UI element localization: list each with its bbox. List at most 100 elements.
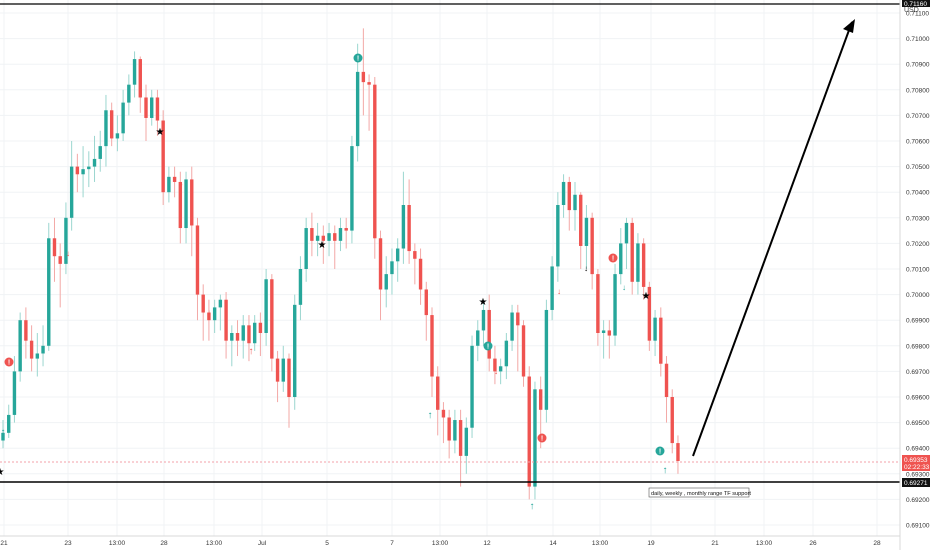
candle-body (596, 274, 600, 333)
candle-body (41, 345, 45, 354)
candle-body (12, 371, 17, 415)
candle-body (527, 376, 531, 487)
candle-body (441, 409, 446, 418)
candle-body (561, 181, 566, 205)
price-tick-label: 0.70200 (906, 241, 930, 248)
arrow-up-icon: ↑ (292, 365, 297, 376)
time-tick-label: 23 (64, 540, 72, 547)
price-tick-label: 0.70500 (906, 164, 930, 171)
candle-body (498, 366, 503, 372)
candle-body (676, 443, 680, 461)
time-tick-label: 28 (873, 540, 881, 547)
candle-body (155, 97, 160, 121)
top-price-tag-text: 0.71160 (904, 1, 927, 8)
candle-body (1, 432, 5, 441)
price-tags: 0.71160 0.69353 02:22:33 0.69271 (902, 0, 930, 487)
price-tick-label: 0.71100 (906, 11, 929, 18)
candle-body (104, 110, 108, 147)
price-tick-label: 0.70800 (906, 87, 930, 94)
svg-text:!: ! (541, 436, 543, 443)
price-tick-label: 0.70100 (906, 267, 930, 274)
candle-body (178, 181, 183, 229)
time-tick-label: Jul (258, 540, 267, 547)
time-tick-label: 21 (711, 540, 719, 547)
candle-body (521, 325, 526, 377)
price-tick-label: 0.70700 (906, 113, 930, 120)
candle-body (35, 353, 40, 359)
candle-body (624, 222, 629, 244)
svg-text:!: ! (8, 360, 10, 367)
candle-body (224, 299, 228, 341)
candle-body (47, 238, 51, 346)
alert-icon: ! (537, 433, 547, 443)
candle-body (7, 414, 11, 433)
candle-body (476, 330, 480, 346)
candle-body (161, 120, 165, 193)
candle-body (315, 235, 320, 241)
candle-body (293, 304, 297, 397)
svg-text:!: ! (659, 449, 661, 456)
price-tick-label: 0.69100 (906, 523, 930, 530)
candle-body (573, 194, 577, 211)
price-tick-label: 0.69400 (906, 446, 930, 453)
candle-body (567, 181, 571, 211)
candle-body (390, 261, 394, 275)
candle-body (401, 205, 406, 249)
current-price-tag-text: 0.69353 (904, 457, 928, 464)
candle-body (252, 322, 257, 344)
arrow-up-icon: ↑ (179, 181, 184, 192)
alert-icon: ! (483, 341, 493, 351)
arrow-down-icon: ↓ (207, 308, 211, 317)
price-tick-label: 0.70400 (906, 190, 930, 197)
candle-body (590, 217, 594, 275)
candle-body (298, 269, 303, 305)
candle-body (458, 420, 463, 456)
price-tick-label: 0.70600 (906, 139, 930, 146)
time-tick-label: 13:00 (592, 540, 609, 547)
support-note: daily, weekly , monthly range TF support (648, 487, 751, 498)
svg-text:!: ! (357, 56, 359, 63)
candle-body (304, 228, 308, 269)
candle-body (544, 309, 549, 410)
candle-body (464, 427, 469, 456)
candle-body (664, 363, 669, 397)
support-note-box (648, 487, 750, 498)
candle-body (127, 84, 131, 103)
star-icon: ★ (642, 291, 651, 302)
candle-body (373, 84, 377, 239)
currency-label: USD (904, 7, 919, 14)
candle-body (350, 146, 354, 231)
time-tick-label: 28 (160, 540, 168, 547)
candle-body (184, 179, 188, 229)
candle-body (201, 294, 205, 313)
candle-body (81, 169, 85, 175)
candles (1, 28, 680, 500)
arrow-down-icon: ↓ (66, 249, 70, 258)
candle-body (361, 71, 366, 83)
arrow-up-icon: ↑ (530, 501, 535, 512)
arrow-down-icon: ↓ (494, 367, 498, 376)
candle-body (75, 166, 80, 175)
star-icon: ★ (318, 240, 327, 251)
candle-body (270, 279, 274, 359)
price-tick-label: 0.69600 (906, 395, 930, 402)
candle-body (630, 222, 634, 282)
arrow-down-icon: ↓ (584, 264, 588, 273)
candle-body (264, 279, 268, 333)
time-tick-label: 26 (809, 540, 817, 547)
star-icon: ★ (0, 467, 5, 478)
candle-body (470, 345, 474, 428)
candle-body (195, 225, 200, 295)
time-tick-label: 7 (390, 540, 394, 547)
drawings (0, 3, 900, 483)
candle-body (338, 228, 343, 241)
candle-body (584, 217, 589, 246)
candle-body (310, 228, 314, 241)
alert-icon: ! (608, 253, 618, 263)
candle-body (407, 205, 411, 252)
alert-icon: ! (4, 357, 14, 367)
price-tick-label: 0.70900 (906, 62, 930, 69)
svg-text:!: ! (487, 344, 489, 351)
candle-body (653, 317, 657, 341)
